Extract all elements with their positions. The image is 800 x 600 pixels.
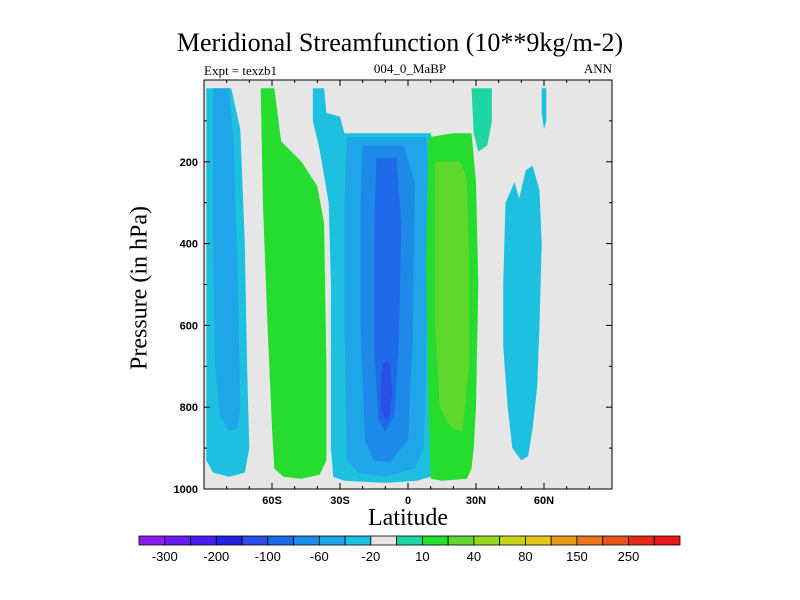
plot-area bbox=[204, 80, 612, 489]
colorbar-label: -20 bbox=[361, 549, 380, 564]
colorbar-label: 10 bbox=[415, 549, 429, 564]
contour-region-2 bbox=[260, 88, 327, 479]
colorbar-label: 40 bbox=[467, 549, 481, 564]
colorbar-box-2 bbox=[190, 535, 217, 546]
contour-region-9 bbox=[435, 161, 470, 432]
colorbar: -300 -200 -100 -60 -20 10 40 80 150 250 bbox=[138, 535, 681, 564]
x-tick-label: 60S bbox=[262, 495, 282, 507]
y-tick-label: 1000 bbox=[174, 484, 198, 496]
contour-region-10 bbox=[471, 88, 492, 152]
colorbar-box-8 bbox=[344, 535, 372, 546]
colorbar-box-6 bbox=[293, 535, 320, 546]
x-axis-label: Latitude bbox=[368, 505, 448, 531]
colorbar-label: -100 bbox=[255, 549, 281, 564]
colorbar-box-10 bbox=[396, 535, 423, 546]
colorbar-box-7 bbox=[318, 535, 346, 546]
colorbar-box-15 bbox=[525, 535, 552, 546]
colorbar-box-4 bbox=[241, 535, 269, 546]
axes: 60S 30S 0 30N 60N 200 400 600 800 1000 bbox=[174, 79, 613, 507]
contour-region-7 bbox=[380, 362, 393, 422]
colorbar-box-16 bbox=[550, 535, 578, 546]
colorbar-label: 250 bbox=[618, 549, 640, 564]
x-tick-label: 0 bbox=[405, 495, 411, 507]
x-tick-label: 60N bbox=[534, 495, 554, 507]
colorbar-box-17 bbox=[576, 535, 604, 546]
colorbar-box-11 bbox=[421, 535, 449, 546]
contour-region-1 bbox=[213, 88, 241, 432]
x-tick-label: 30N bbox=[466, 495, 486, 507]
colorbar-label: -60 bbox=[310, 549, 329, 564]
y-tick-label: 400 bbox=[180, 239, 198, 251]
contour-region-11 bbox=[503, 165, 542, 461]
colorbar-label: 150 bbox=[566, 549, 588, 564]
colorbar-box-20 bbox=[653, 535, 681, 546]
case-label: 004_0_MaBP bbox=[373, 61, 447, 76]
chart-title: Meridional Streamfunction (10**9kg/m-2) bbox=[176, 28, 624, 57]
colorbar-box-9 bbox=[370, 535, 398, 546]
contour-region-6 bbox=[374, 157, 402, 432]
colorbar-box-0 bbox=[138, 535, 166, 546]
y-tick-label: 600 bbox=[180, 320, 198, 332]
colorbar-box-3 bbox=[215, 535, 243, 546]
x-tick-label: 30S bbox=[330, 495, 350, 507]
colorbar-box-13 bbox=[473, 535, 501, 546]
colorbar-label: -300 bbox=[152, 549, 178, 564]
y-tick-label: 800 bbox=[180, 402, 198, 414]
colorbar-label: 80 bbox=[518, 549, 532, 564]
contour-region-12 bbox=[541, 88, 547, 130]
colorbar-box-12 bbox=[447, 535, 475, 546]
season-label: ANN bbox=[583, 61, 612, 76]
colorbar-box-5 bbox=[267, 535, 294, 546]
colorbar-label: -200 bbox=[203, 549, 229, 564]
y-tick-label: 200 bbox=[180, 157, 198, 169]
experiment-label: Expt = texzb1 bbox=[204, 63, 278, 78]
colorbar-box-18 bbox=[602, 535, 629, 546]
colorbar-box-19 bbox=[628, 535, 655, 546]
colorbar-box-14 bbox=[499, 535, 526, 546]
colorbar-box-1 bbox=[164, 535, 191, 546]
